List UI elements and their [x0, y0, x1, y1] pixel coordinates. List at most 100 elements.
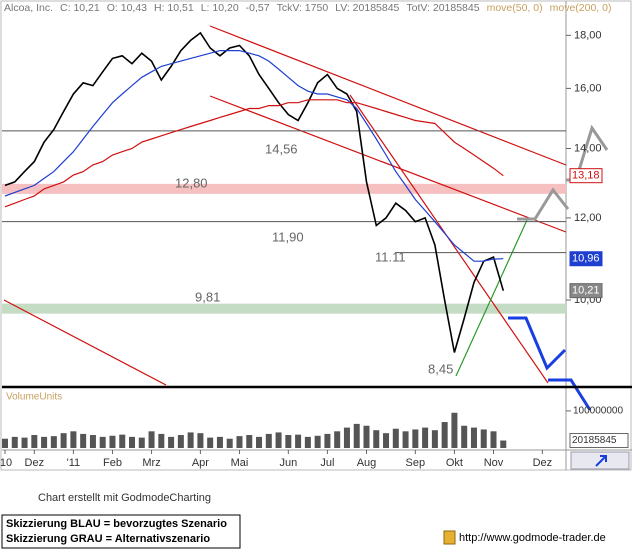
header-text: -0,57 — [246, 2, 270, 14]
volume-bar — [285, 435, 292, 448]
level-label: 14,56 — [265, 141, 298, 156]
y-tick-label: 16,00 — [574, 82, 602, 94]
y-tick-label: 12,00 — [574, 212, 602, 224]
x-tick-label: Apr — [192, 457, 209, 469]
header-text: LV: 20185845 — [335, 2, 399, 14]
gray-scenario — [517, 187, 570, 221]
credit: Chart erstellt mit GodmodeCharting — [38, 492, 211, 504]
volume-bar — [392, 428, 399, 448]
volume-bar — [353, 423, 360, 448]
support-line — [455, 219, 528, 377]
x-tick-label: Feb — [103, 457, 122, 469]
level-label: 9,81 — [195, 289, 220, 304]
volume-bar — [11, 436, 18, 448]
volume-bar — [216, 436, 223, 448]
volume-bar — [41, 436, 48, 448]
header-text: TckV: 1750 — [277, 2, 329, 14]
legend-blue: Skizzierung BLAU = bevorzugtes Szenario — [6, 518, 227, 530]
volume-label: VolumeUnits — [6, 392, 62, 403]
level-label: 12,80 — [175, 175, 208, 190]
volume-bar — [2, 438, 8, 448]
volume-bar — [207, 437, 214, 448]
volume-bar — [109, 435, 116, 448]
y-tick-label: 18,00 — [574, 29, 602, 41]
volume-bar — [226, 438, 233, 448]
header-text: move(200, 0) — [550, 2, 612, 14]
volume-bar — [80, 433, 87, 448]
last-value-box — [569, 283, 603, 299]
volume-bar — [412, 429, 419, 448]
volume-bar — [314, 435, 321, 448]
volume-last-box — [569, 433, 629, 449]
volume-bar — [70, 431, 77, 448]
volume-bar — [295, 434, 302, 448]
volume-bar — [246, 435, 253, 448]
volume-bar — [187, 432, 194, 448]
trend-line — [3, 299, 167, 386]
volume-bar — [177, 435, 184, 448]
volume-bar — [256, 436, 263, 448]
x-tick-label: Dez — [533, 457, 553, 469]
volume-last-label: 20185845 — [572, 435, 617, 446]
level-band — [2, 183, 566, 194]
volume-bar — [21, 437, 28, 448]
header-text: move(50, 0) — [487, 2, 543, 14]
volume-bar — [480, 429, 487, 448]
y-tick-label: 14,00 — [574, 142, 602, 154]
volume-bar — [334, 431, 341, 448]
volume-tick-label: 100000000 — [573, 406, 623, 417]
frame — [0, 0, 632, 471]
moving-average — [4, 50, 504, 262]
moving-average — [4, 99, 504, 208]
volume-bar — [363, 425, 370, 448]
volume-bar — [275, 432, 282, 448]
volume-bar — [138, 437, 145, 448]
tool-arrow — [595, 455, 607, 467]
volume-bar — [431, 430, 438, 448]
level-label: 11.11 — [375, 249, 406, 264]
volume-bar — [373, 430, 380, 448]
volume-bar — [343, 427, 350, 448]
volume-bar — [265, 433, 272, 448]
last-value-label: 10,21 — [572, 285, 600, 297]
volume-bar — [422, 427, 429, 448]
trend-line — [209, 95, 567, 233]
volume-bar — [451, 412, 458, 448]
volume-bar — [402, 431, 409, 448]
legend-box — [1, 514, 241, 549]
volume-bar — [158, 433, 165, 448]
header-text: Alcoa, Inc. — [4, 2, 53, 14]
x-tick-label: Nov — [484, 457, 504, 469]
volume-bar — [461, 425, 468, 448]
volume-bar — [31, 435, 38, 448]
volume-bar — [148, 431, 155, 448]
volume-bar — [60, 433, 67, 448]
url[interactable]: http://www.godmode-trader.de — [459, 532, 606, 544]
header-text: TotV: 20185845 — [406, 2, 479, 14]
volume-bar — [490, 431, 497, 448]
logo — [443, 530, 456, 545]
legend-gray: Skizzierung GRAU = Alternativszenario — [6, 533, 210, 545]
volume-bar — [99, 436, 106, 448]
x-tick-label: '10 — [0, 457, 12, 469]
last-value-box — [569, 168, 603, 184]
volume-bar — [441, 422, 448, 448]
volume-bar — [236, 436, 243, 448]
blue-scenario — [508, 316, 567, 371]
trend-line — [209, 25, 567, 166]
x-tick-label: Okt — [446, 457, 463, 469]
header-text: O: 10,43 — [107, 2, 147, 14]
volume-bar — [304, 436, 311, 448]
last-value-label: 13,18 — [572, 170, 600, 182]
sketches — [3, 25, 609, 411]
tool-icon[interactable] — [570, 451, 630, 470]
last-value-label: 10,96 — [572, 253, 600, 265]
volume-bar — [89, 435, 96, 448]
header-text: C: 10,21 — [60, 2, 100, 14]
volume-bar — [168, 436, 175, 448]
x-tick-label: Jun — [279, 457, 297, 469]
volume-bar — [50, 436, 57, 448]
volume-bar — [500, 440, 507, 448]
